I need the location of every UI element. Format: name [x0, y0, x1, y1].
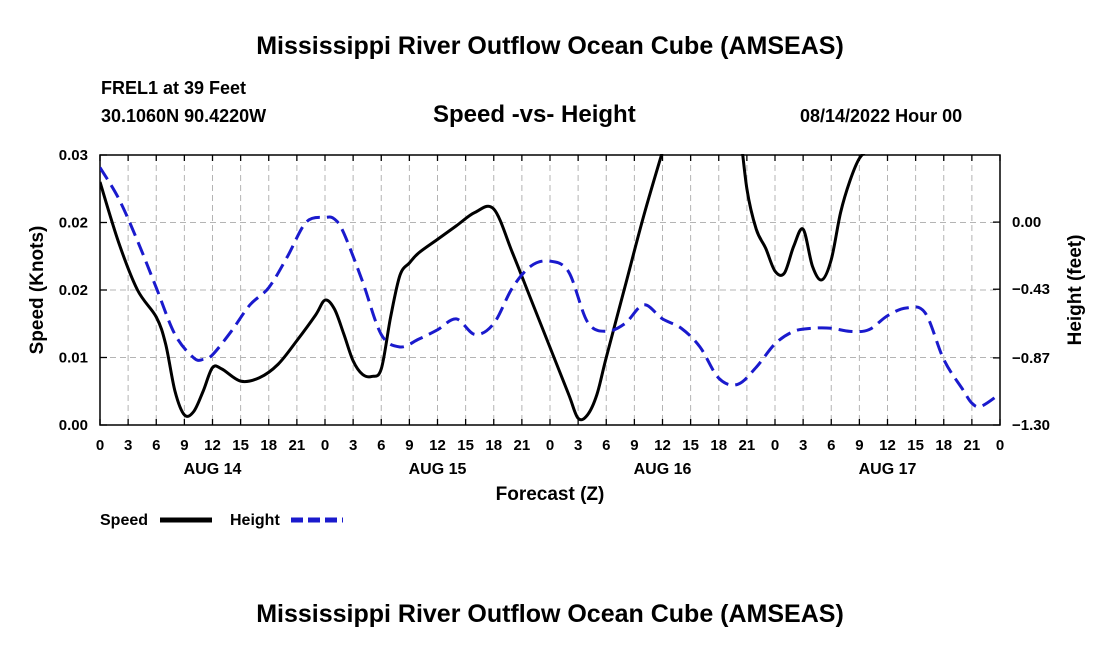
legend-speed-label: Speed	[100, 512, 148, 529]
chart-title: Speed -vs- Height	[433, 101, 636, 128]
x-tick-label: 3	[799, 437, 807, 454]
x-tick-label: 0	[321, 437, 329, 454]
x-axis-label: Forecast (Z)	[496, 484, 605, 505]
day-label: AUG 16	[634, 461, 692, 478]
day-label: AUG 17	[859, 461, 917, 478]
x-tick-label: 18	[935, 437, 952, 454]
x-tick-label: 0	[96, 437, 104, 454]
y2-tick-label: 0.00	[1012, 214, 1041, 231]
x-tick-label: 3	[574, 437, 582, 454]
y-tick-label: 0.00	[59, 417, 88, 434]
x-tick-label: 3	[349, 437, 357, 454]
x-tick-label: 0	[546, 437, 554, 454]
x-tick-label: 12	[879, 437, 896, 454]
grid-lines	[100, 155, 1000, 425]
x-tick-label: 9	[855, 437, 863, 454]
day-label: AUG 14	[184, 461, 242, 478]
x-tick-label: 15	[682, 437, 699, 454]
x-tick-label: 21	[514, 437, 531, 454]
x-tick-label: 3	[124, 437, 132, 454]
series-lines	[100, 154, 1000, 422]
x-tick-label: 9	[405, 437, 413, 454]
y-tick-label: 0.01	[59, 350, 88, 367]
x-tick-label: 18	[260, 437, 277, 454]
day-label: AUG 15	[409, 461, 467, 478]
x-tick-label: 0	[771, 437, 779, 454]
y-tick-label: 0.02	[59, 282, 88, 299]
y2-tick-label: −1.30	[1012, 417, 1050, 434]
x-tick-label: 6	[377, 437, 385, 454]
x-tick-label: 15	[232, 437, 249, 454]
station-label: FREL1 at 39 Feet	[101, 78, 247, 98]
axis-labels: Forecast (Z) Speed (Knots) Height (feet)	[27, 226, 1086, 505]
x-tick-label: 6	[827, 437, 835, 454]
datetime-label: 08/14/2022 Hour 00	[800, 106, 963, 126]
x-tick-label: 12	[429, 437, 446, 454]
x-tick-label: 21	[964, 437, 981, 454]
y-axis-label: Speed (Knots)	[27, 226, 48, 355]
x-tick-label: 15	[907, 437, 924, 454]
x-tick-label: 0	[996, 437, 1004, 454]
y-tick-label: 0.02	[59, 215, 88, 232]
x-tick-label: 6	[602, 437, 610, 454]
speed-series-line	[100, 154, 866, 422]
footer-title: Mississippi River Outflow Ocean Cube (AM…	[256, 600, 844, 628]
legend-height-label: Height	[230, 512, 280, 529]
x-tick-label: 21	[289, 437, 306, 454]
height-series-line	[100, 166, 1000, 409]
x-tick-label: 18	[710, 437, 727, 454]
x-tick-label: 9	[180, 437, 188, 454]
page-title: Mississippi River Outflow Ocean Cube (AM…	[256, 32, 844, 60]
y2-tick-label: −0.43	[1012, 281, 1050, 298]
x-tick-label: 21	[739, 437, 756, 454]
coordinates-label: 30.1060N 90.4220W	[101, 106, 267, 126]
x-tick-label: 18	[485, 437, 502, 454]
y2-tick-label: −0.87	[1012, 350, 1050, 367]
x-tick-label: 12	[204, 437, 221, 454]
x-tick-label: 12	[654, 437, 671, 454]
x-tick-label: 15	[457, 437, 474, 454]
legend: Speed Height	[100, 512, 343, 529]
y-tick-label: 0.03	[59, 147, 88, 164]
x-tick-label: 6	[152, 437, 160, 454]
y2-axis-label: Height (feet)	[1065, 235, 1086, 346]
axis-ticks: 0 3 6 9 12 15 18 21 0 3 6 9 12 15 18 21 0 3 6 9 12 15 18 21 0 3 6 9…	[59, 147, 1050, 478]
x-tick-label: 9	[630, 437, 638, 454]
